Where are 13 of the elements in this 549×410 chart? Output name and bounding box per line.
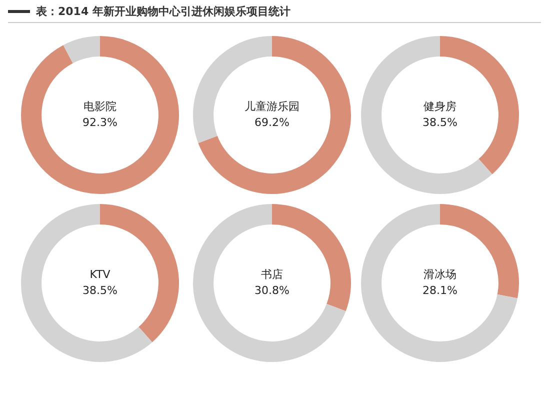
chart-title: 表：2014 年新开业购物中心引进休闲娱乐项目统计: [36, 4, 290, 19]
slice-label: 书店: [261, 268, 283, 281]
slice-label: KTV: [90, 268, 111, 281]
data-label: 28.1%: [422, 284, 458, 297]
slice-label: 健身房: [424, 100, 456, 113]
data-label: 30.8%: [254, 284, 290, 297]
slice-label: 儿童游乐园: [244, 100, 300, 113]
data-label: 92.3%: [82, 116, 118, 129]
slice-label: 电影院: [84, 100, 116, 113]
data-label: 69.2%: [254, 116, 290, 129]
slice-label: 滑冰场: [424, 268, 456, 281]
data-label: 38.5%: [82, 284, 118, 297]
data-label: 38.5%: [422, 116, 458, 129]
